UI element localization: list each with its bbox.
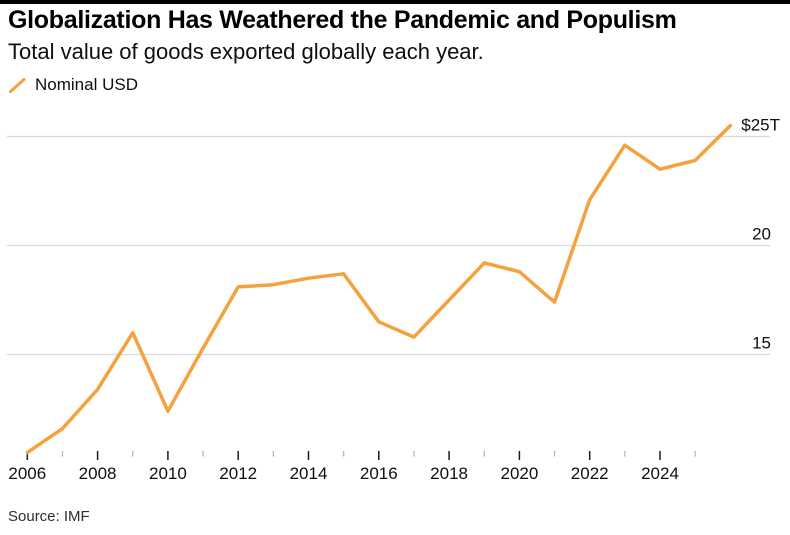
line-slash-icon: [9, 77, 26, 93]
y-tick-label: 20: [752, 225, 771, 244]
top-accent-bar: [0, 0, 790, 4]
x-tick-label: 2020: [500, 464, 538, 483]
x-tick-label: 2024: [641, 464, 679, 483]
x-tick-label: 2016: [360, 464, 398, 483]
x-tick-label: 2014: [290, 464, 328, 483]
x-tick-label: 2018: [430, 464, 468, 483]
source-note: Source: IMF: [8, 508, 90, 525]
chart-title: Globalization Has Weathered the Pandemic…: [8, 6, 677, 34]
x-tick-label: 2012: [219, 464, 257, 483]
y-tick-label: 15: [752, 334, 771, 353]
y-tick-label: $25T: [741, 116, 780, 135]
x-tick-label: 2006: [8, 464, 46, 483]
x-tick-label: 2010: [149, 464, 187, 483]
x-tick-label: 2022: [571, 464, 609, 483]
data-line-nominal-usd: [25, 123, 733, 455]
legend: Nominal USD: [8, 75, 138, 95]
legend-label: Nominal USD: [35, 75, 138, 94]
x-tick-label: 2008: [79, 464, 117, 483]
chart-subtitle: Total value of goods exported globally e…: [8, 39, 484, 64]
line-slash-stroke: [9, 77, 26, 93]
